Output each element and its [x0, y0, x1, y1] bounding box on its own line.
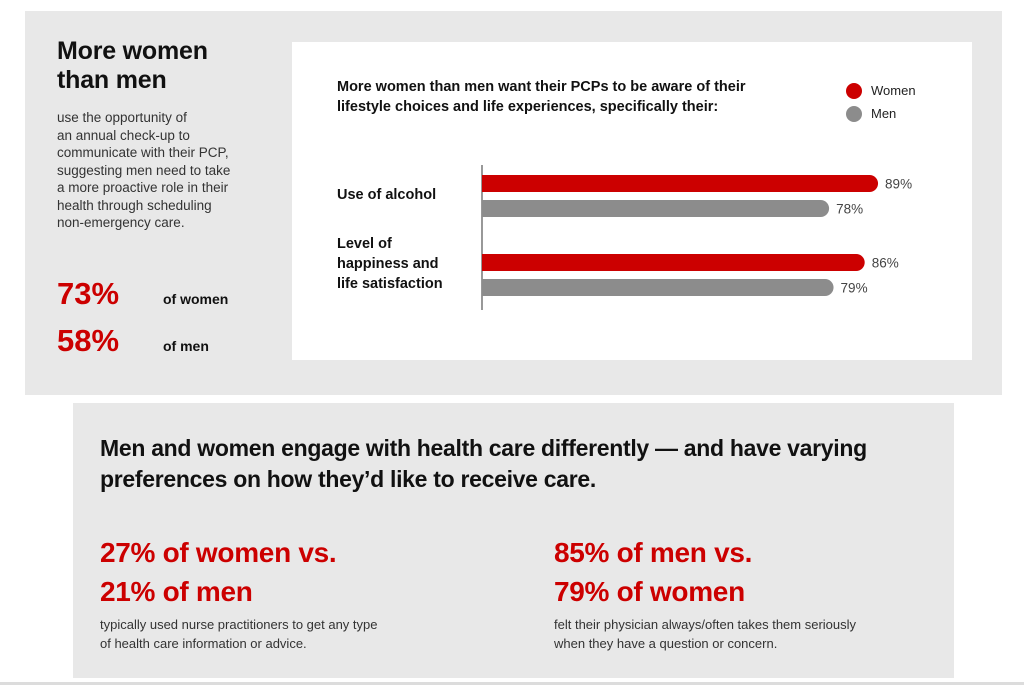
bottom-divider — [0, 682, 1024, 685]
bottom-title: Men and women engage with health care di… — [100, 435, 867, 492]
bar-chart: Use of alcohol 89% 78% Level of happiness an… — [337, 165, 912, 310]
chart-legend: Women Men — [846, 79, 916, 125]
left-summary: More women than men use the opportunity … — [57, 37, 287, 232]
stat-women-label: of women — [163, 291, 229, 307]
legend-item-men: Men — [846, 102, 916, 125]
data-label-men: 79% — [841, 281, 868, 296]
data-label-men: 78% — [836, 202, 863, 217]
fact-taken-seriously: 85% of men vs. 79% of women felt their p… — [554, 533, 856, 653]
legend-swatch-men — [846, 105, 862, 122]
fact-headline: 27% of women vs. 21% of men — [100, 537, 337, 607]
bottom-panel: Men and women engage with health care di… — [73, 403, 954, 678]
bar-women — [482, 175, 879, 192]
legend-item-women: Women — [846, 79, 916, 102]
stat-men: 58% of men — [57, 323, 209, 359]
bar-men — [482, 279, 834, 296]
legend-label-men: Men — [871, 106, 897, 121]
fact-headline: 85% of men vs. 79% of women — [554, 537, 753, 607]
bar-men — [482, 200, 830, 217]
stat-men-label: of men — [163, 338, 209, 354]
fact-body: felt their physician always/often takes … — [554, 617, 857, 651]
fact-nurse-practitioners: 27% of women vs. 21% of men typically us… — [100, 533, 377, 653]
category-label: Use of alcohol — [337, 187, 436, 203]
data-label-women: 89% — [885, 177, 912, 192]
left-title-line2: than men — [57, 66, 167, 94]
category-label: Level of happiness and life satisfaction — [337, 236, 443, 292]
left-body-text: use the opportunity of an annual check-u… — [57, 110, 231, 230]
fact-body: typically used nurse practitioners to ge… — [100, 617, 378, 651]
stat-women-value: 73% — [57, 276, 120, 311]
stat-women: 73% of women — [57, 276, 228, 312]
chart-title: More women than men want their PCPs to b… — [337, 79, 746, 115]
legend-swatch-women — [846, 82, 862, 99]
left-title: More women than men — [57, 37, 287, 95]
chart-card: More women than men want their PCPs to b… — [292, 42, 972, 360]
bar-women — [482, 254, 865, 271]
left-title-line1: More women — [57, 37, 208, 65]
data-label-women: 86% — [872, 256, 899, 271]
legend-label-women: Women — [871, 83, 916, 98]
stat-men-value: 58% — [57, 323, 120, 358]
